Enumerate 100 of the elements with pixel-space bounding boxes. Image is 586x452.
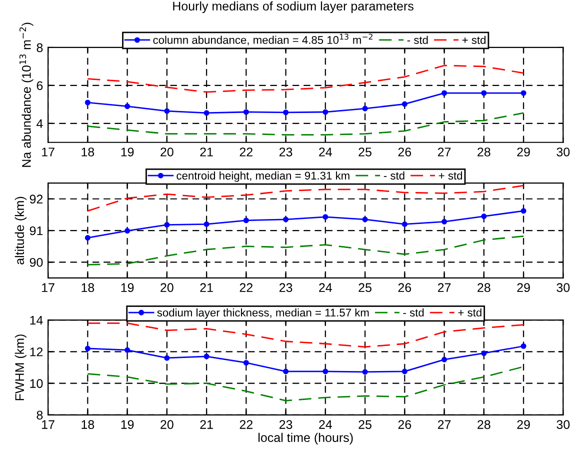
x-tick-label: 17	[42, 283, 54, 292]
x-tick-label: 19	[121, 148, 134, 156]
x-tick-label: 18	[82, 148, 94, 156]
x-tick-label: 24	[319, 420, 332, 429]
x-tick-label: 23	[279, 283, 292, 292]
point	[243, 218, 249, 224]
x-tick-label: 27	[438, 148, 451, 156]
point	[204, 354, 210, 360]
point	[243, 109, 249, 115]
y-axis-title: altitude (km)	[14, 196, 27, 264]
x-tick-label: 20	[160, 283, 174, 292]
legend-label: - std	[407, 36, 428, 44]
point	[520, 343, 526, 349]
x-tick-label: 25	[358, 420, 372, 429]
point	[481, 90, 487, 96]
point	[243, 360, 249, 366]
x-tick-label: 30	[556, 148, 570, 156]
point	[442, 218, 448, 224]
point	[164, 355, 170, 361]
point	[283, 110, 289, 116]
point	[362, 216, 368, 222]
x-tick-label: 25	[358, 283, 372, 292]
point	[322, 368, 328, 374]
point	[204, 221, 210, 227]
y-tick-label: 92	[30, 194, 43, 204]
y-tick-label: 14	[30, 316, 43, 325]
point	[520, 90, 526, 96]
point	[442, 356, 448, 362]
point	[322, 109, 328, 115]
x-tick-label: 30	[556, 283, 570, 292]
x-tick-label: 21	[200, 283, 213, 292]
point	[283, 216, 289, 222]
point	[124, 347, 130, 353]
x-tick-label: 28	[478, 283, 490, 292]
x-tick-label: 24	[319, 283, 332, 292]
x-tick-label: 18	[82, 283, 94, 292]
y-tick-label: 8	[36, 43, 43, 52]
y-tick-label: 91	[30, 226, 43, 236]
x-tick-label: 22	[240, 420, 252, 429]
chart-title: Hourly medians of sodium layer parameters	[173, 1, 414, 14]
y-tick-label: 90	[30, 258, 43, 267]
x-tick-label: 19	[121, 283, 134, 292]
line-series	[86, 236, 524, 266]
legend-label: + std	[438, 171, 462, 180]
point	[402, 221, 408, 227]
y-tick-label: 6	[36, 81, 43, 90]
x-tick-label: 18	[82, 420, 94, 429]
line-series	[86, 322, 524, 348]
legend-label: column abundance, median = 4.85 10$^{13}$ m$^{−2}$	[153, 34, 372, 46]
x-tick-label: 21	[200, 148, 213, 156]
legend-label: - std	[384, 171, 404, 180]
x-axis-title: local time (hours)	[258, 432, 353, 444]
x-tick-label: 23	[279, 148, 292, 156]
point	[84, 235, 90, 241]
point	[164, 108, 170, 114]
point	[283, 368, 289, 374]
y-tick-label: 8	[36, 410, 43, 420]
x-tick-label: 20	[160, 420, 174, 429]
point	[124, 104, 130, 110]
x-tick-label: 26	[398, 283, 412, 292]
y-axis-title: FWHM (km)	[14, 334, 27, 400]
x-tick-label: 29	[517, 283, 530, 292]
line-series	[86, 184, 524, 212]
point	[362, 106, 368, 112]
legend-label: - std	[403, 308, 424, 317]
x-tick-label: 25	[358, 148, 372, 156]
legend-label: centroid height, median = 91.31 km	[176, 171, 350, 182]
legend-label: sodium layer thickness, median = 11.57 km	[157, 308, 369, 319]
point	[84, 100, 90, 106]
x-tick-label: 23	[279, 420, 292, 429]
x-tick-label: 27	[438, 283, 451, 292]
x-tick-label: 19	[121, 420, 134, 429]
x-tick-label: 27	[438, 420, 451, 429]
line-series	[86, 112, 524, 136]
x-tick-label: 22	[240, 148, 252, 156]
point	[520, 208, 526, 214]
point	[124, 228, 130, 234]
point	[164, 222, 170, 228]
x-tick-label: 22	[240, 283, 252, 292]
legend-label: + std	[462, 36, 486, 44]
point	[402, 368, 408, 374]
point	[204, 110, 210, 116]
x-tick-label: 17	[42, 148, 54, 156]
y-tick-label: 12	[30, 347, 43, 356]
line-series	[86, 366, 524, 402]
x-tick-label: 20	[160, 148, 174, 156]
legend-label: + std	[458, 308, 482, 317]
point	[362, 369, 368, 375]
point	[442, 90, 448, 96]
x-tick-label: 21	[200, 420, 213, 429]
x-tick-label: 30	[556, 420, 570, 429]
x-tick-label: 29	[517, 420, 530, 429]
point	[481, 350, 487, 356]
x-tick-label: 26	[398, 420, 412, 429]
x-tick-label: 24	[319, 148, 332, 156]
point	[481, 214, 487, 220]
x-tick-label: 17	[42, 420, 54, 429]
x-tick-label: 26	[398, 148, 412, 156]
point	[322, 214, 328, 220]
point	[402, 101, 408, 107]
